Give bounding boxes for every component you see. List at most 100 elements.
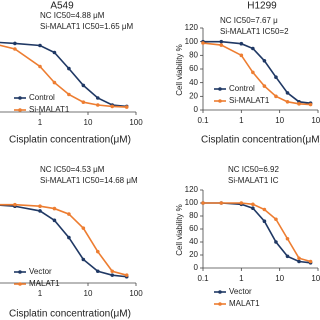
x-tick-label: 1 (38, 118, 43, 127)
x-tick-label: 100 (311, 274, 320, 283)
x-tick-label: 10 (275, 116, 284, 125)
data-point (67, 66, 71, 71)
y-tick-label: 40 (189, 78, 198, 87)
series-line (0, 203, 127, 276)
data-point (95, 269, 100, 274)
x-axis-label: Cisplatin concentration(μM) (201, 135, 320, 146)
data-point (38, 43, 42, 48)
data-point (219, 201, 224, 205)
legend-label: Vector (29, 267, 52, 276)
legend-marker (218, 99, 222, 103)
ic50-note: Si-MALAT1 IC (228, 176, 279, 185)
data-point (67, 212, 71, 216)
data-point (262, 84, 267, 88)
ic50-note: Si-MALAT1 IC50=2 (220, 27, 289, 36)
data-point (285, 254, 290, 259)
y-tick-label: 20 (189, 250, 198, 259)
panel-title: H1299 (247, 1, 277, 12)
legend-marker (218, 290, 222, 294)
y-tick-label: 100 (185, 37, 199, 46)
legend-label: Vector (229, 287, 252, 296)
data-point (285, 236, 290, 241)
data-point (52, 206, 57, 211)
ic50-note: Si-MALAT1 IC50=1.65 μM (40, 22, 134, 31)
ic50-note: NC IC50=7.67 μ (220, 16, 278, 25)
data-point (124, 273, 129, 277)
data-point (251, 70, 255, 75)
data-point (110, 104, 115, 109)
y-axis-label: Cell viability % (175, 204, 184, 256)
data-point (95, 103, 100, 107)
y-tick-label: 60 (189, 64, 198, 73)
panel-title: A549 (50, 1, 74, 12)
data-point (297, 102, 301, 106)
legend-marker (218, 302, 222, 306)
data-point (67, 235, 71, 240)
series-line (203, 202, 311, 264)
data-point (201, 41, 205, 45)
data-point (81, 100, 86, 104)
data-point (52, 80, 57, 85)
data-point (81, 257, 86, 262)
data-point (251, 46, 255, 51)
data-point (274, 240, 278, 244)
data-point (13, 47, 17, 51)
x-tick-label: 0.1 (197, 274, 209, 283)
x-tick-label: 100 (311, 116, 320, 125)
y-axis-label: Cell viability % (175, 44, 184, 96)
x-axis-label: Cisplatin concentration(μM) (9, 135, 131, 146)
legend-label: Si-MALAT1 (229, 96, 270, 105)
data-point (308, 102, 313, 107)
series-line (203, 40, 311, 104)
ic50-note: NC IC50=4.53 μM (40, 165, 105, 174)
x-axis-label: Cisplatin concentration(μM) (9, 309, 131, 320)
ic50-note: NC IC50=4.88 μM (40, 11, 105, 20)
y-tick-label: 0 (194, 105, 199, 114)
data-point (308, 259, 313, 264)
data-point (239, 201, 244, 205)
legend-marker (18, 270, 22, 274)
legend-label: Si-MALAT1 (29, 105, 70, 114)
data-point (297, 256, 301, 261)
data-point (262, 219, 267, 223)
data-point (38, 209, 42, 213)
data-point (201, 201, 205, 205)
data-point (38, 64, 42, 69)
legend-label: Control (29, 93, 55, 102)
x-tick-label: 0.1 (197, 116, 209, 125)
data-point (52, 50, 57, 55)
data-point (124, 105, 129, 109)
data-point (274, 217, 278, 222)
data-point (81, 226, 86, 230)
y-tick-label: 40 (189, 237, 198, 246)
legend-marker (18, 96, 22, 100)
x-tick-label: 100 (129, 118, 143, 127)
x-tick-label: 1 (239, 116, 244, 125)
ic50-note: Si-MALAT1 IC50=14.68 μM (40, 176, 138, 185)
y-tick-label: 20 (189, 91, 198, 100)
y-tick-label: 80 (189, 211, 198, 220)
data-point (219, 39, 224, 44)
legend-marker (218, 87, 222, 91)
ic50-note: NC IC50=6.92 (228, 165, 279, 174)
data-point (274, 75, 278, 79)
y-tick-label: 60 (189, 224, 198, 233)
x-tick-label: 10 (84, 289, 93, 298)
y-tick-label: 120 (185, 23, 199, 32)
data-point (251, 202, 255, 207)
x-tick-label: 100 (129, 289, 143, 298)
legend-marker (18, 282, 22, 286)
data-point (67, 92, 71, 97)
data-point (297, 259, 301, 264)
legend-marker (18, 108, 22, 112)
data-point (13, 202, 17, 207)
legend-label: Control (229, 84, 255, 93)
data-point (239, 41, 244, 46)
data-point (81, 83, 86, 88)
data-point (38, 204, 42, 209)
data-point (95, 96, 100, 100)
x-tick-label: 10 (275, 274, 284, 283)
data-point (95, 249, 100, 254)
data-point (110, 273, 115, 277)
